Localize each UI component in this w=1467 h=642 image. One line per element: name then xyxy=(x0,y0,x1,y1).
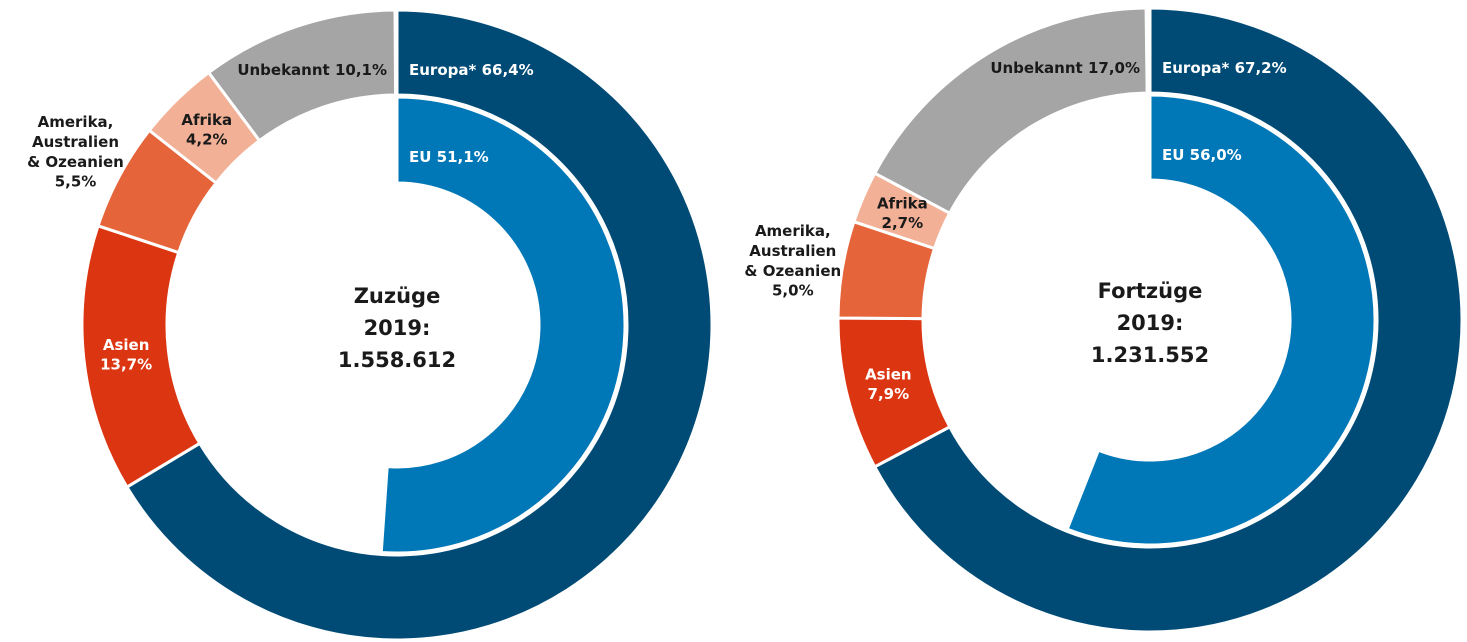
outer-segment xyxy=(124,8,714,642)
center-title: 2019: xyxy=(1117,311,1184,335)
outer-segment xyxy=(206,8,398,143)
category-name: Afrika xyxy=(877,194,928,212)
category-name-line: Asien xyxy=(865,365,912,383)
value-label: 10,1% xyxy=(335,61,387,79)
value-label: 5,0% xyxy=(772,282,814,300)
value-label: 5,5% xyxy=(55,173,97,191)
value-label: 2,7% xyxy=(882,214,924,232)
category-name-line: Afrika xyxy=(181,110,232,128)
category-name-line: Australien xyxy=(27,133,125,151)
value-label: 4,2% xyxy=(186,130,228,148)
category-name-line: Asien xyxy=(103,335,150,353)
center-title: 2019: xyxy=(364,316,431,340)
segment-label: EU 51,1% xyxy=(409,148,489,166)
category-name-line: & Ozeanien xyxy=(27,153,124,171)
category-name: Europa* xyxy=(1162,59,1229,77)
category-name-line: Afrika xyxy=(877,194,928,212)
category-name: Afrika xyxy=(181,110,232,128)
value-label: 13,7% xyxy=(100,355,152,373)
category-name-line: & Ozeanien xyxy=(744,262,841,280)
category-name: Amerika, Australien & Ozeanien xyxy=(27,113,125,171)
category-name: EU xyxy=(409,148,431,166)
value-label: 17,0% xyxy=(1088,59,1140,77)
segment-label: Unbekannt 10,1% xyxy=(237,61,387,79)
outer-segment xyxy=(872,6,1464,634)
category-name: Asien xyxy=(865,365,912,383)
value-label: 66,4% xyxy=(482,61,534,79)
segment-label: Unbekannt 17,0% xyxy=(990,59,1140,77)
segment-label: EU 56,0% xyxy=(1162,146,1242,164)
category-name: Unbekannt xyxy=(990,59,1082,77)
category-name-line: Amerika, xyxy=(38,113,114,131)
value-label: 67,2% xyxy=(1235,59,1287,77)
inner-segment xyxy=(379,95,627,555)
outer-segment xyxy=(872,6,1149,216)
center-total: 1.558.612 xyxy=(338,348,456,372)
value-label: 56,0% xyxy=(1190,146,1242,164)
category-name: Asien xyxy=(103,335,150,353)
value-label: 7,9% xyxy=(868,385,910,403)
category-name: Unbekannt xyxy=(237,61,329,79)
center-title: Fortzüge xyxy=(1098,279,1203,303)
category-name: Europa* xyxy=(409,61,476,79)
category-name-line: Amerika, xyxy=(755,222,831,240)
category-name-line: Australien xyxy=(744,242,842,260)
segment-label: Europa* 67,2% xyxy=(1162,59,1287,77)
inner-segment xyxy=(1065,93,1377,547)
category-name: Amerika, Australien & Ozeanien xyxy=(744,222,842,280)
category-name: EU xyxy=(1162,146,1184,164)
segment-label: Europa* 66,4% xyxy=(409,61,534,79)
center-title: Zuzüge xyxy=(354,284,441,308)
value-label: 51,1% xyxy=(437,148,489,166)
center-total: 1.231.552 xyxy=(1091,343,1209,367)
